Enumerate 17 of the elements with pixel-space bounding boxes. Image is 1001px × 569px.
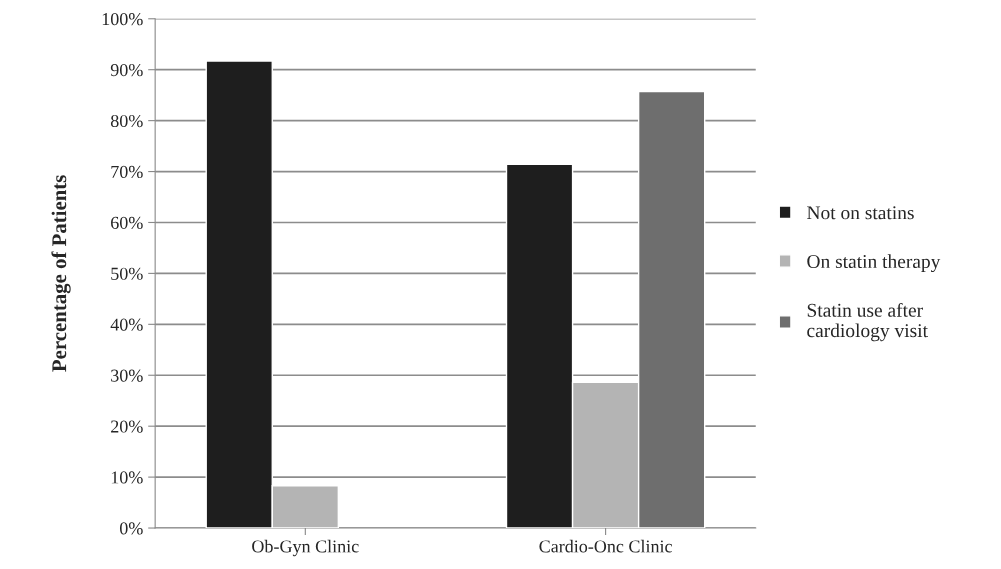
y-tick-label: 50% [111,267,143,280]
y-tick-label: 60% [111,216,143,229]
x-tick-label: Cardio-Onc Clinic [539,539,672,553]
legend-label: Statin use after cardiology visit [807,302,928,342]
y-tick-label: 100% [102,13,143,26]
y-tick-label: 10% [111,471,143,484]
y-axis-title: Percentage of Patients [51,175,71,372]
legend-label: Not on statins [807,206,914,220]
y-tick-label: 80% [110,114,143,128]
y-tick-label: 90% [110,63,143,77]
y-tick-label: 40% [110,318,143,331]
y-tick-label: 30% [111,369,143,382]
y-tick-label: 20% [111,420,143,433]
legend-label: On statin therapy [807,254,941,273]
y-tick-label: 0% [119,522,143,535]
y-tick-label: 70% [111,165,143,179]
x-tick-label: Ob-Gyn Clinic [252,539,359,557]
